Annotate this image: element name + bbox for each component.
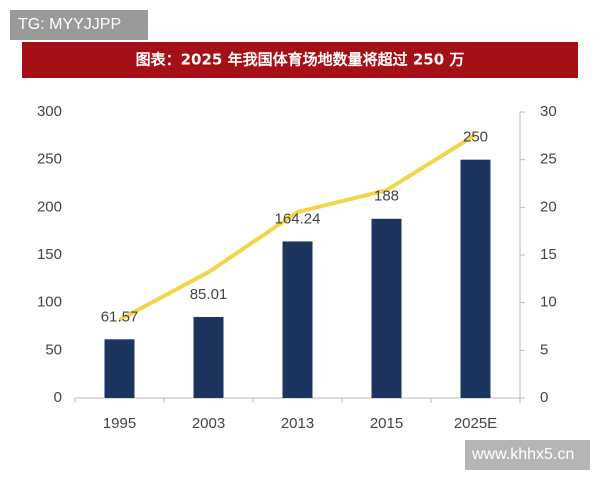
data-label: 188 (374, 188, 399, 205)
bar (460, 159, 491, 398)
y-tick-label: 250 (37, 151, 62, 168)
bar (282, 241, 313, 398)
y-tick-label: 50 (45, 341, 62, 358)
y2-tick-label: 20 (540, 198, 557, 215)
x-tick-label: 1995 (103, 415, 136, 432)
data-label: 164.24 (275, 210, 321, 227)
y2-tick-label: 25 (540, 151, 557, 168)
chart-title: 图表：2025 年我国体育场地数量将超过 250 万 (136, 51, 465, 69)
y-tick-label: 150 (37, 246, 62, 263)
watermark: www.khhx5.cn (471, 446, 574, 463)
x-tick-label: 2003 (192, 415, 225, 432)
y-tick-label: 100 (37, 294, 62, 311)
data-label: 85.01 (190, 286, 228, 303)
y-tick-label: 300 (37, 103, 62, 120)
data-label: 250 (463, 129, 488, 146)
y2-tick-label: 10 (540, 294, 557, 311)
bar (193, 316, 224, 398)
bar (104, 339, 135, 398)
y2-tick-label: 5 (540, 341, 548, 358)
watermark-box (465, 440, 590, 470)
title-banner (22, 42, 578, 78)
x-tick-label: 2013 (281, 415, 314, 432)
x-tick-label: 2025E (454, 415, 497, 432)
y2-tick-label: 15 (540, 246, 557, 263)
y2-tick-label: 30 (540, 103, 557, 120)
data-label: 61.57 (101, 308, 139, 325)
watermark-box (10, 10, 148, 40)
line (118, 133, 477, 322)
y-tick-label: 0 (54, 389, 62, 406)
watermark: TG: MYYJJPP (18, 16, 121, 33)
y2-tick-label: 0 (540, 389, 548, 406)
bar (371, 218, 402, 398)
y-tick-label: 200 (37, 198, 62, 215)
x-tick-label: 2015 (370, 415, 403, 432)
